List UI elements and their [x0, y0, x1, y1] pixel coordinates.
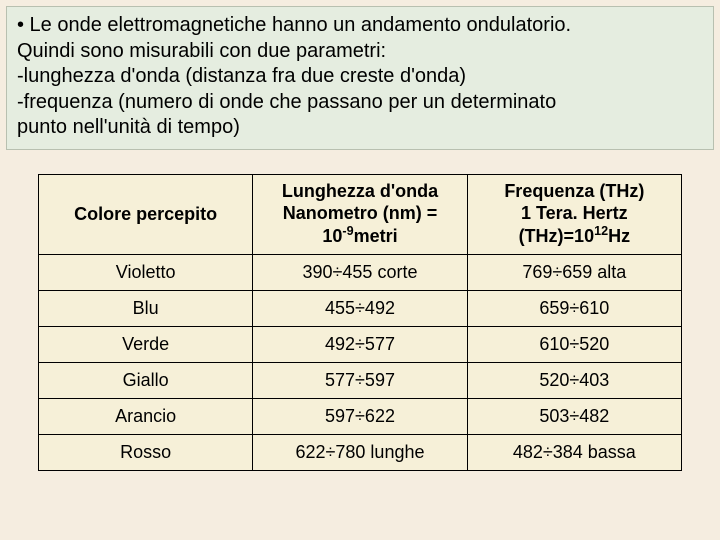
- header-frequenza: Frequenza (THz) 1 Tera. Hertz (THz)=1012…: [467, 174, 681, 254]
- table-row: Arancio 597÷622 503÷482: [39, 398, 682, 434]
- intro-line3: -lunghezza d'onda (distanza fra due cres…: [17, 65, 466, 87]
- cell-color: Blu: [39, 290, 253, 326]
- cell-color: Verde: [39, 326, 253, 362]
- cell-wavelength: 390÷455 corte: [253, 254, 467, 290]
- h2-l2: Nanometro (nm) =: [283, 203, 438, 223]
- header-row: Colore percepito Lunghezza d'onda Nanome…: [39, 174, 682, 254]
- table-row: Giallo 577÷597 520÷403: [39, 362, 682, 398]
- table-container: Colore percepito Lunghezza d'onda Nanome…: [4, 174, 716, 471]
- table-row: Verde 492÷577 610÷520: [39, 326, 682, 362]
- cell-frequency: 659÷610: [467, 290, 681, 326]
- h2-l3a: 10: [322, 226, 342, 246]
- intro-line5: punto nell'unità di tempo): [17, 116, 240, 138]
- cell-color: Rosso: [39, 434, 253, 470]
- header-colore: Colore percepito: [39, 174, 253, 254]
- cell-frequency: 610÷520: [467, 326, 681, 362]
- cell-wavelength: 597÷622: [253, 398, 467, 434]
- header-lunghezza: Lunghezza d'onda Nanometro (nm) = 10-9me…: [253, 174, 467, 254]
- h3-l3b: Hz: [608, 226, 630, 246]
- cell-frequency: 482÷384 bassa: [467, 434, 681, 470]
- intro-textbox: • Le onde elettromagnetiche hanno un and…: [6, 6, 714, 150]
- intro-line1: • Le onde elettromagnetiche hanno un and…: [17, 14, 571, 36]
- cell-wavelength: 455÷492: [253, 290, 467, 326]
- cell-wavelength: 492÷577: [253, 326, 467, 362]
- intro-line4: -frequenza (numero di onde che passano p…: [17, 91, 556, 113]
- cell-frequency: 769÷659 alta: [467, 254, 681, 290]
- cell-wavelength: 622÷780 lunghe: [253, 434, 467, 470]
- h2-sup: -9: [342, 224, 353, 238]
- wave-table: Colore percepito Lunghezza d'onda Nanome…: [38, 174, 682, 471]
- cell-color: Arancio: [39, 398, 253, 434]
- h3-l3a: (THz)=10: [519, 226, 595, 246]
- cell-wavelength: 577÷597: [253, 362, 467, 398]
- h3-l1: Frequenza (THz): [504, 181, 644, 201]
- cell-frequency: 503÷482: [467, 398, 681, 434]
- cell-color: Giallo: [39, 362, 253, 398]
- h2-l3b: metri: [354, 226, 398, 246]
- table-row: Rosso 622÷780 lunghe 482÷384 bassa: [39, 434, 682, 470]
- intro-line2: Quindi sono misurabili con due parametri…: [17, 40, 386, 62]
- table-row: Violetto 390÷455 corte 769÷659 alta: [39, 254, 682, 290]
- h3-sup: 12: [594, 224, 608, 238]
- cell-frequency: 520÷403: [467, 362, 681, 398]
- h3-l2: 1 Tera. Hertz: [521, 203, 628, 223]
- h2-l1: Lunghezza d'onda: [282, 181, 438, 201]
- cell-color: Violetto: [39, 254, 253, 290]
- table-row: Blu 455÷492 659÷610: [39, 290, 682, 326]
- table-body: Violetto 390÷455 corte 769÷659 alta Blu …: [39, 254, 682, 470]
